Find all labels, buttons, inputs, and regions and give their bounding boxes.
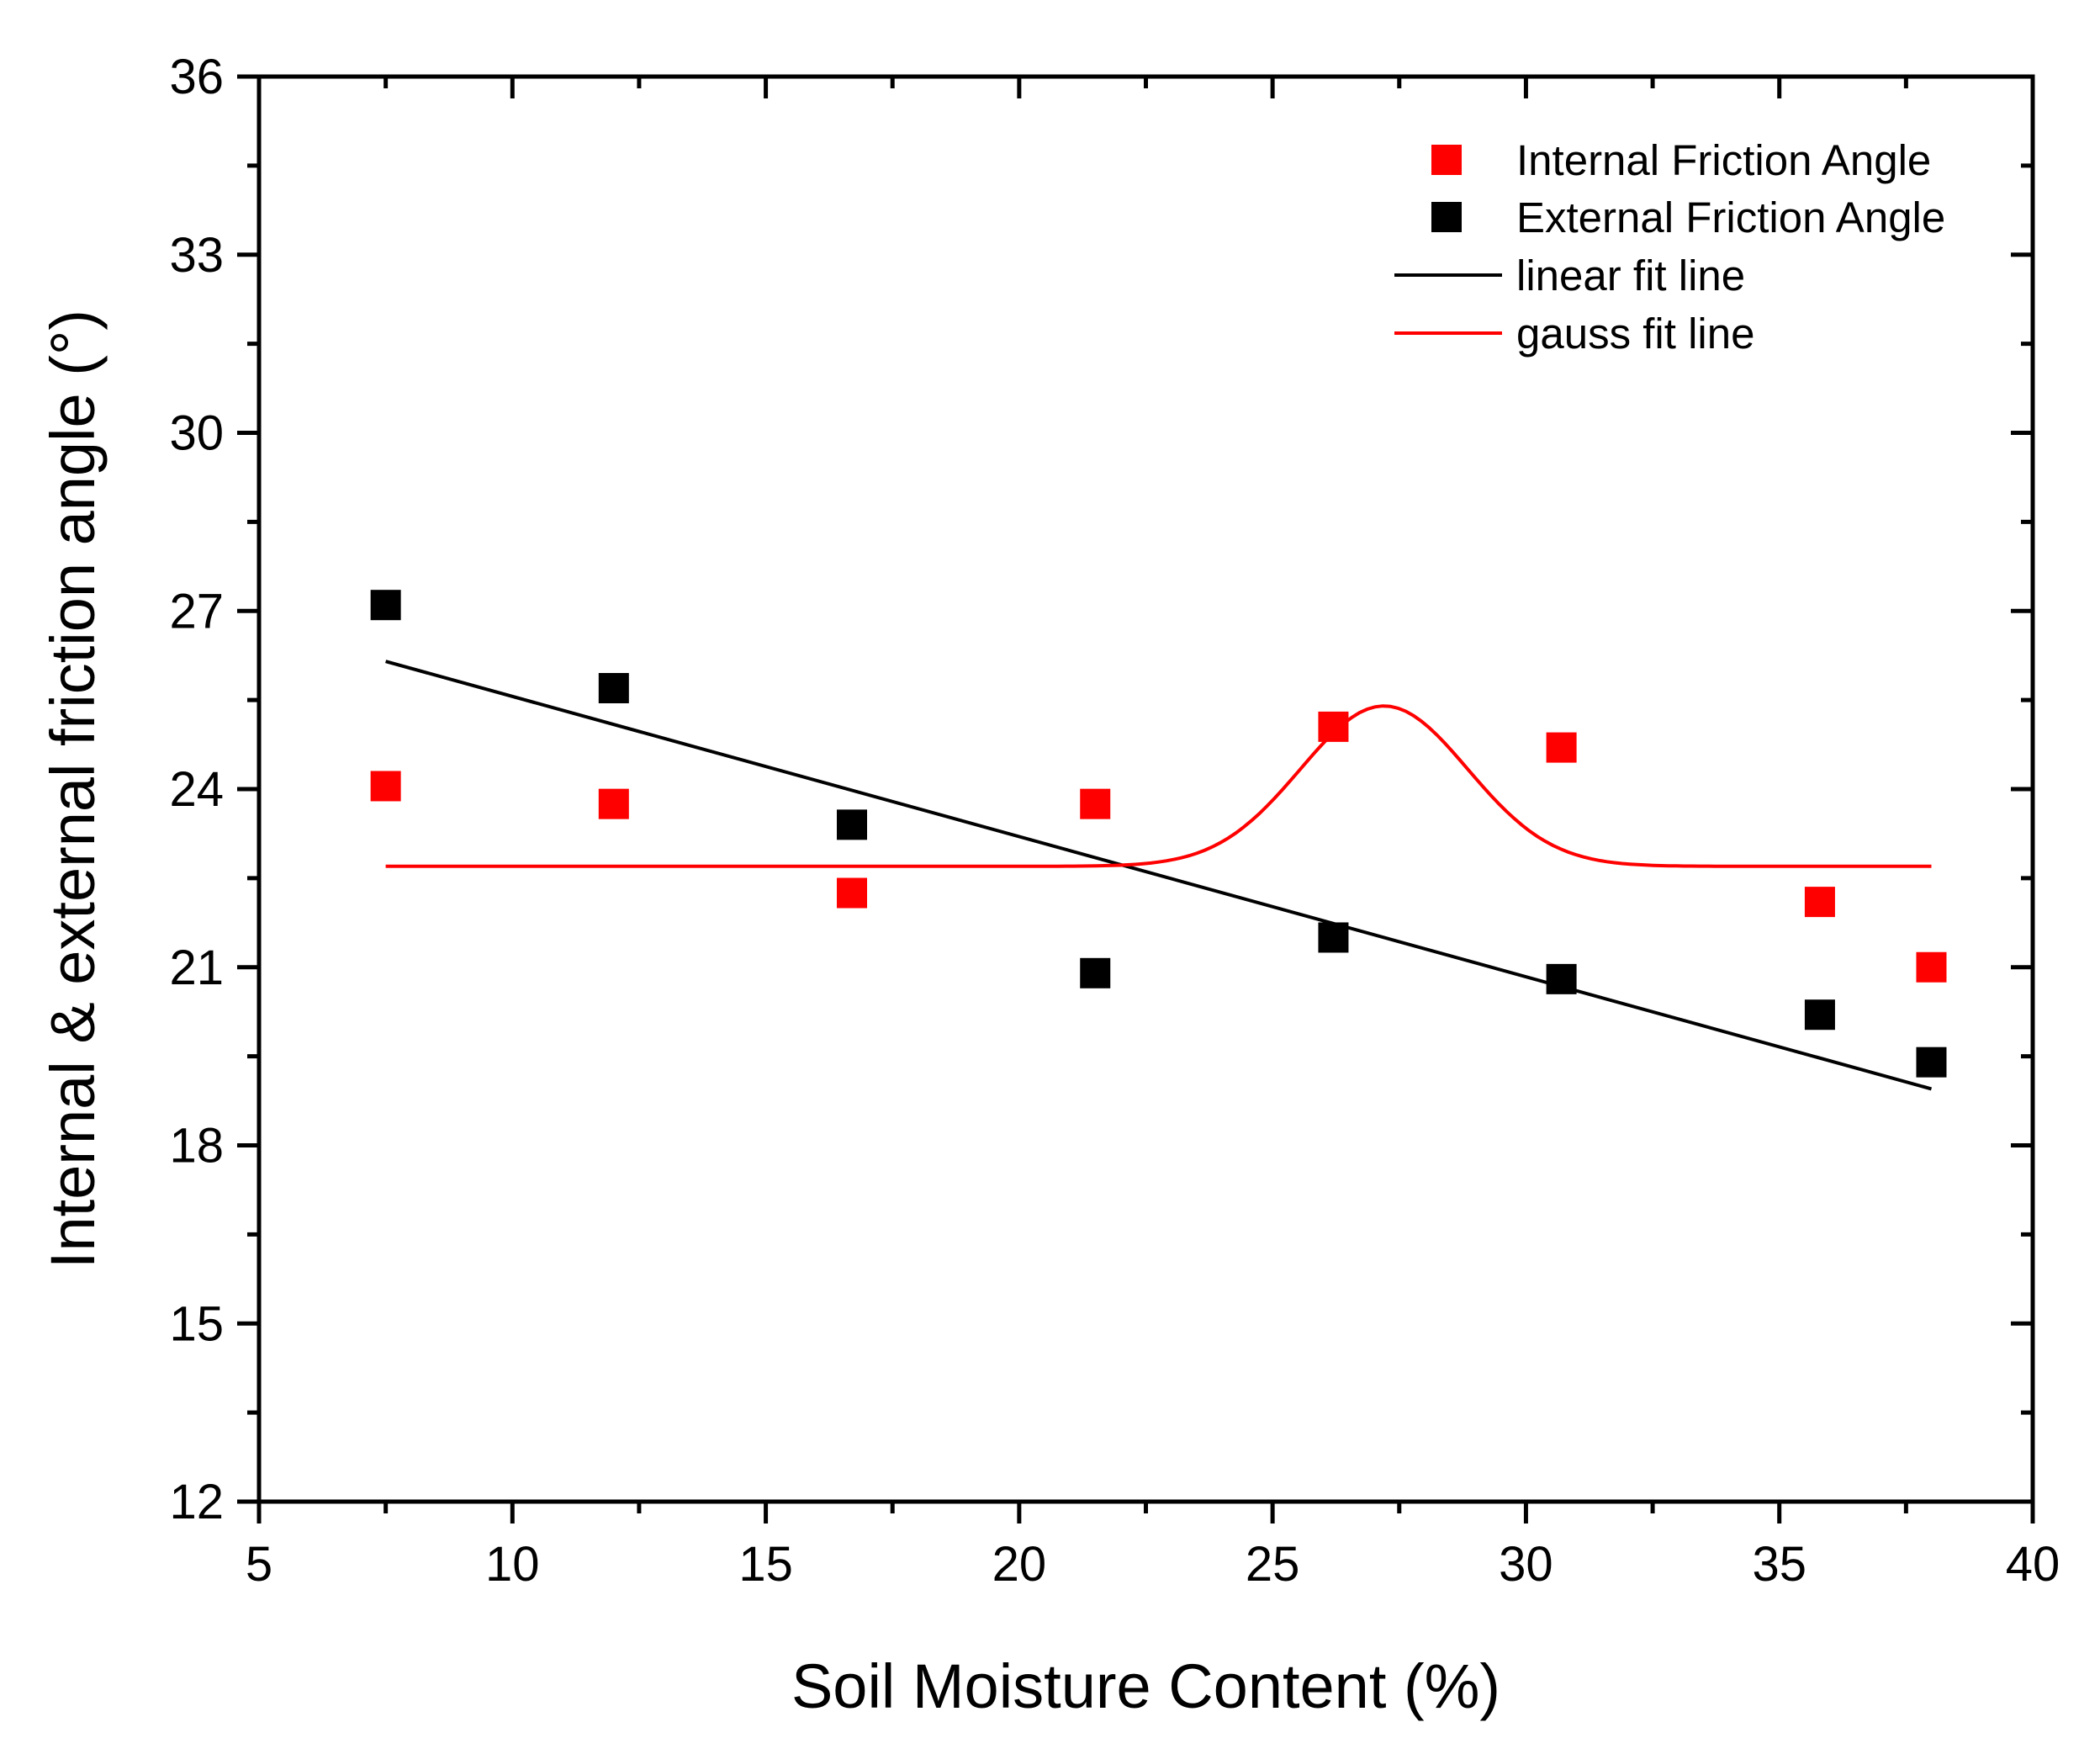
internal-friction-point [1546, 732, 1577, 763]
legend: Internal Friction Angle External Friction… [1394, 136, 1945, 358]
x-tick-label: 30 [1499, 1537, 1553, 1592]
y-tick-label: 15 [169, 1296, 224, 1351]
external-friction-point [1916, 1047, 1947, 1078]
gauss-fit-line [385, 704, 1932, 868]
external-friction-point [837, 809, 868, 840]
x-tick-label: 25 [1246, 1537, 1300, 1592]
y-tick-label: 36 [169, 50, 224, 104]
legend-marker [1431, 202, 1462, 232]
internal-friction-point [837, 877, 868, 909]
legend-label: gauss fit line [1516, 310, 1755, 358]
legend-label: External Friction Angle [1516, 193, 1945, 241]
external-friction-point [598, 673, 629, 704]
linear-fit-line [385, 660, 1933, 1091]
axes-layer: 5 10 15 20 25 30 35 40 12 15 18 21 24 27 30 33 36 [169, 50, 2060, 1592]
y-axis-title: Internal & external friction angle (°) [38, 310, 108, 1269]
y-tick-label: 30 [169, 406, 224, 461]
x-tick-label: 35 [1752, 1537, 1806, 1592]
internal-friction-point [1318, 711, 1349, 742]
x-tick-label: 40 [2006, 1537, 2060, 1592]
y-tick-label: 21 [169, 941, 224, 995]
y-tick-label: 27 [169, 584, 224, 639]
external-friction-point [1546, 963, 1577, 994]
y-tick-label: 33 [169, 228, 224, 283]
internal-friction-point [1916, 951, 1947, 983]
x-tick-label: 20 [992, 1537, 1047, 1592]
legend-label: Internal Friction Angle [1516, 136, 1931, 184]
external-friction-point [1804, 999, 1835, 1031]
external-friction-point [1318, 922, 1349, 953]
fit-layer [385, 660, 1933, 1091]
x-tick-label: 10 [485, 1537, 540, 1592]
y-tick-label: 18 [169, 1119, 224, 1174]
x-tick-label: 15 [738, 1537, 793, 1592]
x-axis-title: Soil Moisture Content (%) [791, 1651, 1500, 1721]
external-friction-point [1080, 957, 1111, 988]
x-tick-label: 5 [246, 1537, 272, 1592]
legend-marker [1431, 145, 1462, 175]
internal-friction-point [598, 788, 629, 819]
internal-friction-point [1080, 788, 1111, 819]
y-tick-label: 12 [169, 1475, 224, 1529]
external-friction-point [370, 590, 401, 621]
legend-label: linear fit line [1516, 252, 1745, 299]
internal-friction-point [1804, 887, 1835, 918]
internal-friction-point [370, 771, 401, 802]
y-tick-label: 24 [169, 762, 224, 817]
marker-layer [370, 590, 1947, 1078]
